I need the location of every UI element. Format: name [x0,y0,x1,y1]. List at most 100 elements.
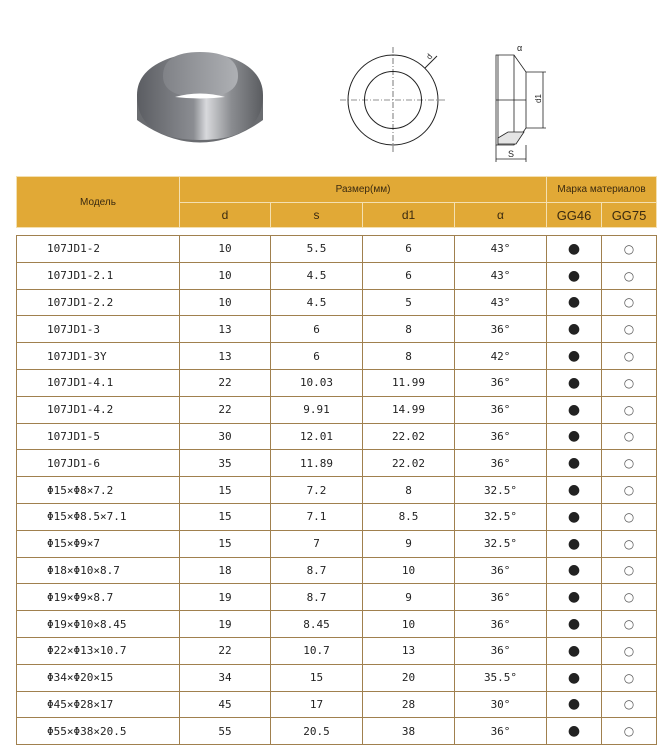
model-cell: 107JD1-3Y [16,342,180,370]
s-cell: 4.5 [270,288,363,317]
table-row: 107JD1-3 13 6 8 36° ● ○ [16,315,657,344]
gg75-mark: ○ [601,342,657,370]
d1-cell: 6 [362,261,455,290]
gg46-mark: ● [546,476,602,504]
gg46-mark: ● [546,315,602,344]
model-cell: 107JD1-3 [16,315,180,344]
d-cell: 13 [179,315,271,344]
table-row: Φ19×Φ9×8.7 19 8.7 9 36° ● ○ [16,583,657,612]
d-cell: 19 [179,583,271,612]
gg46-mark: ● [546,529,602,558]
table-row: Φ15×Φ8.5×7.1 15 7.1 8.5 32.5° ● ○ [16,502,657,531]
table-row: 107JD1-4.1 22 10.03 11.99 36° ● ○ [16,368,657,397]
alpha-cell: 32.5° [454,476,547,504]
d1-cell: 10 [362,610,455,638]
alpha-cell: 36° [454,610,547,638]
model-cell: Φ22×Φ13×10.7 [16,636,180,665]
alpha-cell: 36° [454,583,547,612]
header-s: s [270,202,363,228]
table-row: 107JD1-3Y 13 6 8 42° ● ○ [16,342,657,370]
table-row: Φ55×Φ38×20.5 55 20.5 38 36° ● ○ [16,717,657,746]
d-cell: 10 [179,261,271,290]
gg75-mark: ○ [601,636,657,665]
table-row: 107JD1-5 30 12.01 22.02 36° ● ○ [16,422,657,451]
gg46-mark: ● [546,422,602,451]
d1-cell: 8.5 [362,502,455,531]
header-material-group: Марка материалов [546,176,658,203]
d1-cell: 9 [362,529,455,558]
gg46-mark: ● [546,395,602,424]
model-cell: Φ15×Φ9×7 [16,529,180,558]
s-cell: 4.5 [270,261,363,290]
table-row: Φ22×Φ13×10.7 22 10.7 13 36° ● ○ [16,636,657,665]
model-cell: 107JD1-4.2 [16,395,180,424]
s-cell: 7.2 [270,476,363,504]
alpha-cell: 30° [454,690,547,719]
d1-cell: 5 [362,288,455,317]
table-row: Φ15×Φ9×7 15 7 9 32.5° ● ○ [16,529,657,558]
model-cell: 107JD1-6 [16,449,180,478]
model-cell: Φ15×Φ8.5×7.1 [16,502,180,531]
alpha-cell: 35.5° [454,663,547,692]
table-row: Φ34×Φ20×15 34 15 20 35.5° ● ○ [16,663,657,692]
d1-cell: 10 [362,556,455,585]
alpha-cell: 36° [454,315,547,344]
gg75-mark: ○ [601,610,657,638]
alpha-cell: 36° [454,717,547,746]
header-alpha: α [453,202,548,228]
model-cell: Φ19×Φ9×8.7 [16,583,180,612]
s-cell: 7.1 [270,502,363,531]
s-cell: 20.5 [270,717,363,746]
gg75-mark: ○ [601,235,657,263]
d1-cell: 38 [362,717,455,746]
alpha-cell: 36° [454,556,547,585]
d1-cell: 28 [362,690,455,719]
table-row: Φ18×Φ10×8.7 18 8.7 10 36° ● ○ [16,556,657,585]
d1-cell: 20 [362,663,455,692]
d1-cell: 8 [362,315,455,344]
alpha-cell: 32.5° [454,529,547,558]
gg75-mark: ○ [601,368,657,397]
table-row: Φ19×Φ10×8.45 19 8.45 10 36° ● ○ [16,610,657,638]
model-cell: Φ15×Φ8×7.2 [16,476,180,504]
product-table: 107JD1-2 10 5.5 6 43° ● ○ 107JD1-2.1 10 4.5 6 43° ● ○… [16,235,657,746]
header-size-group: Размер(мм) [178,176,548,203]
s-cell: 7 [270,529,363,558]
table-row: Φ45×Φ28×17 45 17 28 30° ● ○ [16,690,657,719]
s-cell: 8.7 [270,583,363,612]
gg46-mark: ● [546,261,602,290]
s-cell: 10.7 [270,636,363,665]
alpha-cell: 36° [454,368,547,397]
d-cell: 22 [179,636,271,665]
d1-cell: 8 [362,342,455,370]
d-cell: 19 [179,610,271,638]
model-cell: 107JD1-2 [16,235,180,263]
s-cell: 11.89 [270,449,363,478]
label-d: d [424,52,434,61]
model-cell: 107JD1-5 [16,422,180,451]
gg75-mark: ○ [601,288,657,317]
alpha-cell: 36° [454,395,547,424]
label-d1: d1 [534,94,543,103]
gg75-mark: ○ [601,315,657,344]
gg46-mark: ● [546,502,602,531]
gg46-mark: ● [546,342,602,370]
gg46-mark: ● [546,690,602,719]
gg46-mark: ● [546,235,602,263]
header-gg46: GG46 [546,202,603,228]
model-cell: 107JD1-4.1 [16,368,180,397]
s-cell: 5.5 [270,235,363,263]
table-row: 107JD1-6 35 11.89 22.02 36° ● ○ [16,449,657,478]
table-row: 107JD1-4.2 22 9.91 14.99 36° ● ○ [16,395,657,424]
label-alpha: α [517,43,522,53]
d-cell: 10 [179,235,271,263]
gg75-mark: ○ [601,476,657,504]
gg46-mark: ● [546,717,602,746]
gg46-mark: ● [546,449,602,478]
model-cell: 107JD1-2.2 [16,288,180,317]
d-cell: 18 [179,556,271,585]
s-cell: 17 [270,690,363,719]
gg46-mark: ● [546,556,602,585]
alpha-cell: 32.5° [454,502,547,531]
alpha-cell: 36° [454,636,547,665]
